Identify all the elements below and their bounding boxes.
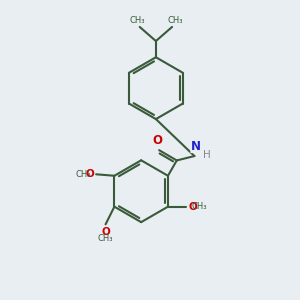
Text: O: O bbox=[85, 169, 94, 179]
Text: CH₃: CH₃ bbox=[192, 202, 207, 211]
Text: O: O bbox=[153, 134, 163, 147]
Text: CH₃: CH₃ bbox=[129, 16, 145, 25]
Text: CH₃: CH₃ bbox=[98, 234, 113, 243]
Text: O: O bbox=[101, 227, 110, 237]
Text: N: N bbox=[191, 140, 201, 152]
Text: O: O bbox=[188, 202, 197, 212]
Text: H: H bbox=[203, 150, 211, 161]
Text: CH₃: CH₃ bbox=[75, 170, 91, 179]
Text: CH₃: CH₃ bbox=[167, 16, 183, 25]
